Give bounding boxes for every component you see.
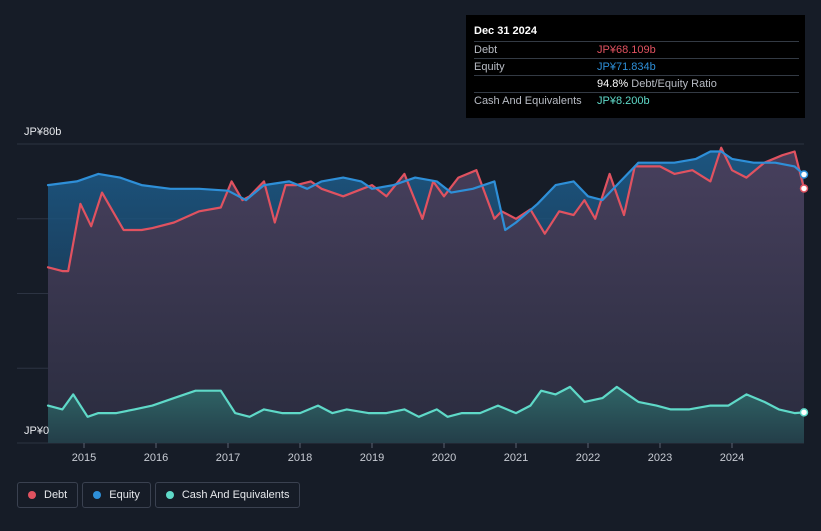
chart-legend: Debt Equity Cash And Equivalents <box>17 482 301 510</box>
tooltip-label-equity: Equity <box>474 61 505 73</box>
area-debt <box>48 147 804 443</box>
tooltip-label-cash: Cash And Equivalents <box>474 95 582 107</box>
y-label-top: JP¥80b <box>24 126 61 138</box>
tooltip-date: Dec 31 2024 <box>474 25 537 37</box>
tooltip-label-debt: Debt <box>474 44 498 56</box>
tooltip-row-ratio: 94.8% Debt/Equity Ratio <box>474 75 799 93</box>
tooltip-row-equity: Equity JP¥71.834b <box>474 58 799 76</box>
end-markers <box>799 170 809 417</box>
end-marker-equity <box>799 170 809 179</box>
tooltip-value-equity: JP¥71.834b <box>597 61 656 73</box>
tooltip-row-debt: Debt JP¥68.109b <box>474 41 799 59</box>
tooltip-value-ratio: 94.8% <box>597 78 629 90</box>
legend-label-cash: Cash And Equivalents <box>181 489 290 501</box>
x-tick-label-2022: 2022 <box>576 452 600 464</box>
line-debt <box>46 146 806 273</box>
y-label-bottom: JP¥0 <box>24 425 49 437</box>
legend-dot-debt <box>28 491 36 499</box>
x-tick-label-2018: 2018 <box>288 452 312 464</box>
tooltip-value-debt: JP¥68.109b <box>597 44 656 56</box>
end-marker-debt <box>799 184 809 193</box>
x-tick-label-2023: 2023 <box>648 452 672 464</box>
series-lines <box>46 146 806 418</box>
legend-dot-equity <box>93 491 102 499</box>
x-tick-label-2019: 2019 <box>360 452 384 464</box>
x-tick-label-2020: 2020 <box>432 452 456 464</box>
x-tick-label-2015: 2015 <box>72 452 96 464</box>
line-equity <box>46 150 806 232</box>
end-marker-cash <box>799 408 809 417</box>
legend-dot-cash <box>165 491 174 499</box>
x-tick-label-2017: 2017 <box>216 452 240 464</box>
line-cash <box>46 385 806 418</box>
legend-item-debt[interactable]: Debt <box>17 482 79 508</box>
legend-label-equity: Equity <box>109 489 140 501</box>
axes: JP¥80b JP¥0 2015 2016 2017 2018 2019 2020 2021 20… <box>24 126 744 464</box>
tooltip-panel: Dec 31 2024 Debt JP¥68.109b Equity JP¥71… <box>466 15 805 118</box>
tooltip-value-cash: JP¥8.200b <box>597 95 650 107</box>
x-tick-label-2016: 2016 <box>144 452 168 464</box>
series-areas <box>48 147 804 443</box>
x-tick-label-2024: 2024 <box>720 452 744 464</box>
tooltip-row-cash: Cash And Equivalents JP¥8.200b <box>474 92 799 110</box>
x-tick-label-2021: 2021 <box>504 452 528 464</box>
legend-item-cash[interactable]: Cash And Equivalents <box>154 482 301 508</box>
tooltip-ratio-suffix: Debt/Equity Ratio <box>628 78 717 90</box>
legend-item-equity[interactable]: Equity <box>82 482 151 508</box>
legend-label-debt: Debt <box>44 489 68 501</box>
